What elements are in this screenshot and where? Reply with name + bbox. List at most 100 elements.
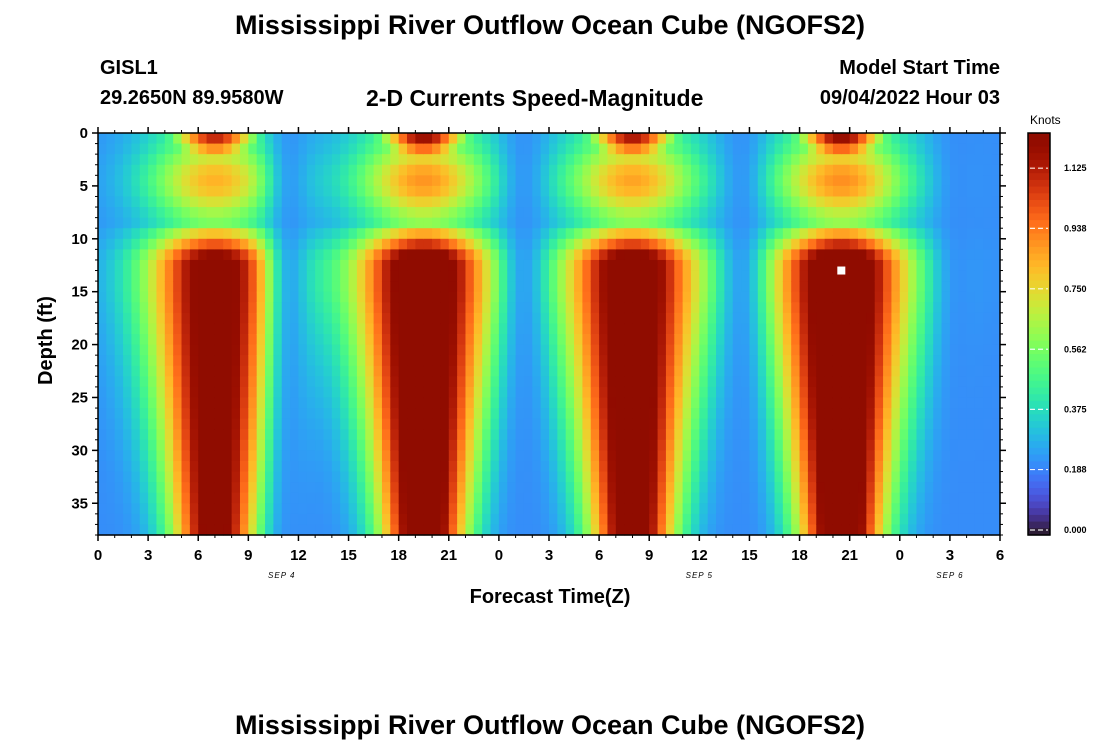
heatmap-cell	[607, 154, 617, 166]
heatmap-cell	[265, 238, 274, 250]
heatmap-cell	[198, 133, 208, 145]
heatmap-cell	[306, 164, 316, 176]
heatmap-cell	[532, 259, 542, 272]
heatmap-cell	[649, 196, 659, 208]
heatmap-cell	[365, 196, 375, 208]
heatmap-cell	[849, 281, 859, 293]
heatmap-cell	[148, 344, 158, 356]
heatmap-cell	[415, 439, 425, 451]
heatmap-cell	[716, 386, 725, 399]
heatmap-cell	[156, 154, 166, 166]
heatmap-cell	[791, 450, 801, 462]
heatmap-cell	[924, 418, 934, 430]
heatmap-cell	[315, 323, 325, 335]
heatmap-cell	[690, 365, 700, 377]
heatmap-cell	[741, 312, 751, 325]
heatmap-cell	[164, 207, 174, 219]
heatmap-cell	[398, 238, 408, 250]
heatmap-cell	[198, 524, 208, 536]
heatmap-cell	[799, 482, 809, 494]
heatmap-cell	[732, 334, 742, 346]
heatmap-cell	[874, 408, 884, 420]
heatmap-cell	[749, 238, 759, 250]
heatmap-cell	[290, 217, 300, 229]
heatmap-cell	[774, 238, 784, 250]
heatmap-cell	[858, 196, 867, 208]
heatmap-cell	[148, 207, 158, 219]
heatmap-cell	[607, 513, 617, 526]
heatmap-cell	[532, 386, 542, 399]
heatmap-cell	[214, 323, 224, 335]
heatmap-cell	[690, 439, 700, 451]
colorbar-segment	[1028, 521, 1050, 529]
heatmap-cell	[665, 133, 675, 145]
heatmap-cell	[465, 397, 475, 409]
heatmap-cell	[173, 503, 183, 515]
heatmap-cell	[239, 344, 249, 356]
heatmap-cell	[407, 376, 416, 388]
heatmap-cell	[916, 143, 926, 155]
heatmap-cell	[858, 503, 867, 515]
heatmap-cell	[440, 386, 450, 399]
heatmap-cell	[741, 217, 751, 229]
heatmap-cell	[415, 503, 425, 515]
colorbar-segment	[1028, 300, 1050, 308]
heatmap-cell	[356, 185, 366, 198]
heatmap-cell	[849, 344, 859, 356]
heatmap-cell	[173, 143, 183, 155]
heatmap-cell	[248, 471, 258, 483]
heatmap-cell	[916, 429, 926, 441]
heatmap-cell	[774, 133, 784, 145]
heatmap-cell	[933, 164, 943, 176]
heatmap-cell	[766, 312, 776, 325]
heatmap-cell	[173, 281, 183, 293]
heatmap-cell	[832, 344, 842, 356]
heatmap-cell	[323, 513, 333, 526]
heatmap-cell	[139, 323, 149, 335]
heatmap-cell	[665, 228, 675, 240]
heatmap-cell	[599, 365, 609, 377]
heatmap-cell	[239, 503, 249, 515]
heatmap-cell	[407, 386, 416, 399]
heatmap-cell	[824, 323, 834, 335]
heatmap-cell	[440, 460, 450, 473]
heatmap-cell	[766, 238, 776, 250]
heatmap-cell	[198, 334, 208, 346]
heatmap-cell	[924, 471, 934, 483]
heatmap-cell	[924, 524, 934, 536]
heatmap-cell	[716, 291, 725, 303]
heatmap-cell	[757, 503, 767, 515]
heatmap-cell	[941, 291, 951, 303]
heatmap-cell	[724, 217, 734, 229]
heatmap-cell	[899, 524, 909, 536]
heatmap-cell	[523, 196, 533, 208]
heatmap-cell	[515, 175, 525, 187]
heatmap-cell	[139, 217, 149, 229]
heatmap-cell	[331, 513, 341, 526]
heatmap-cell	[807, 386, 817, 399]
heatmap-cell	[841, 312, 851, 325]
heatmap-cell	[640, 418, 650, 430]
heatmap-cell	[356, 355, 366, 367]
heatmap-cell	[498, 133, 508, 145]
heatmap-cell	[223, 344, 233, 356]
heatmap-cell	[490, 397, 500, 409]
heatmap-cell	[949, 196, 959, 208]
heatmap-cell	[782, 175, 792, 187]
heatmap-cell	[782, 207, 792, 219]
heatmap-cell	[883, 355, 893, 367]
heatmap-cell	[674, 302, 684, 314]
heatmap-cell	[791, 439, 801, 451]
heatmap-cell	[265, 259, 274, 272]
heatmap-cell	[732, 460, 742, 473]
heatmap-cell	[640, 207, 650, 219]
heatmap-cell	[899, 418, 909, 430]
heatmap-cell	[991, 334, 1001, 346]
heatmap-cell	[607, 397, 617, 409]
heatmap-cell	[206, 376, 216, 388]
heatmap-cell	[139, 259, 149, 272]
heatmap-cell	[273, 164, 283, 176]
heatmap-cell	[983, 228, 993, 240]
heatmap-cell	[189, 259, 199, 272]
heatmap-cell	[189, 281, 199, 293]
